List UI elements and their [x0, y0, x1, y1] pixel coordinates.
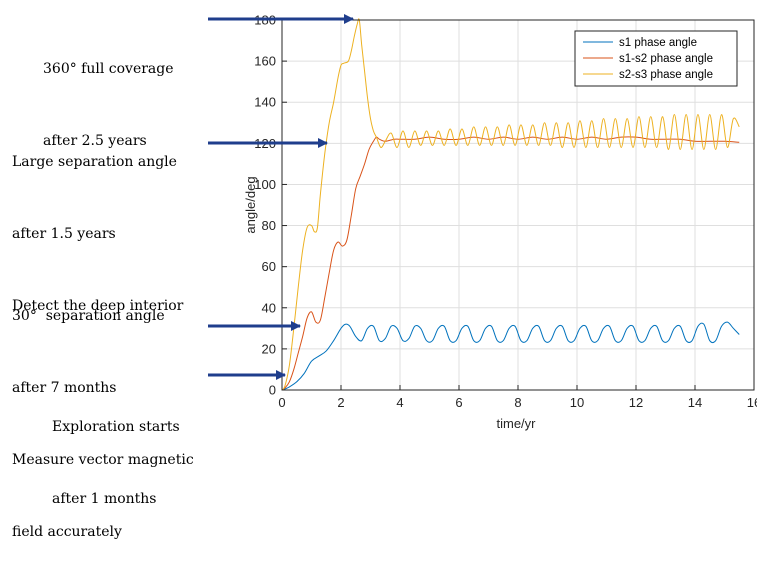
x-tick-label: 8 [514, 395, 521, 410]
legend: s1 phase angle s1-s2 phase angle s2-s3 pha… [574, 30, 738, 87]
x-tick-label: 4 [396, 395, 403, 410]
annotation-arrows [208, 14, 354, 380]
annotation-line: Large separation angle [12, 154, 177, 170]
y-axis-label: angle/deg [243, 176, 258, 233]
x-tick-label: 6 [455, 395, 462, 410]
legend-label: s1-s2 phase angle [619, 53, 713, 65]
y-tick-label: 20 [262, 341, 276, 356]
x-tick-label: 16 [747, 395, 757, 410]
legend-label: s1 phase angle [619, 37, 697, 49]
annotation-line: Detect the deep interior [12, 298, 184, 314]
x-axis-label: time/yr [497, 416, 537, 431]
legend-label: s2-s3 phase angle [619, 69, 713, 81]
annotation-line: after 2.5 years [43, 133, 147, 149]
x-tick-label: 14 [688, 395, 702, 410]
x-tick-label: 10 [570, 395, 584, 410]
line-chart: 0246810121416020406080100120140160180 ti… [208, 13, 757, 431]
y-tick-label: 60 [262, 259, 276, 274]
annotation-separation: Large separation angle after 1.5 years D… [12, 102, 183, 342]
annotation-line: 30° separation angle [12, 308, 165, 324]
y-tick-label: 80 [262, 218, 276, 233]
x-tick-label: 0 [278, 395, 285, 410]
x-tick-label: 12 [629, 395, 643, 410]
series-line-3 [281, 18, 740, 391]
annotation-coverage: 360° full coverage after 2.5 years [43, 9, 174, 177]
series-line-2 [281, 136, 740, 391]
y-tick-label: 0 [269, 383, 276, 398]
annotation-line: after 1.5 years [12, 226, 116, 242]
annotation-line: after 1 months [52, 491, 157, 507]
annotation-line: after 7 months [12, 380, 117, 396]
series-line-1 [281, 321, 740, 391]
x-tick-label: 2 [337, 395, 344, 410]
annotation-line: 360° full coverage [43, 61, 174, 77]
y-tick-label: 160 [254, 54, 276, 69]
series-layer [281, 18, 740, 391]
y-tick-label: 140 [254, 95, 276, 110]
annotation-line: Exploration starts [52, 419, 180, 435]
y-tick-label: 100 [254, 177, 276, 192]
y-tick-label: 40 [262, 300, 276, 315]
